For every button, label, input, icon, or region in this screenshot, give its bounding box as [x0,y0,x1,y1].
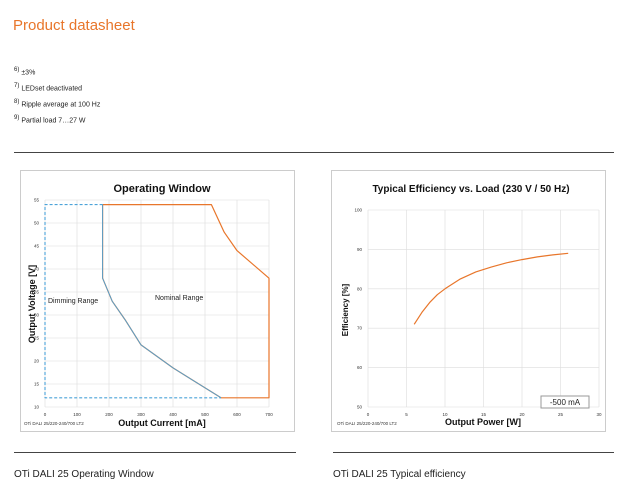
y-tick-label: 30 [34,313,40,318]
chart-ticks: 50 60 70 80 90 100 0 5 10 15 20 25 30 [354,208,602,418]
x-axis-label: Output Power [W] [445,417,521,427]
y-tick-label: 50 [357,405,363,410]
footnote-number: 7) [14,83,20,89]
chart-series [413,252,569,325]
y-tick-label: 70 [357,326,363,331]
efficiency-svg: Typical Efficiency vs. Load (230 V / 50 … [331,170,606,432]
x-tick-label: 500 [201,412,209,417]
caption-operating-window: OTi DALI 25 Operating Window [14,469,154,480]
y-tick-label: 80 [357,286,363,291]
caption-efficiency: OTi DALI 25 Typical efficiency [333,469,466,480]
page-title: Product datasheet [13,17,135,34]
operating-window-chart: Operating Window 10 15 20 25 30 35 40 45 50 55 0 10… [20,170,295,437]
y-tick-label: 15 [34,382,40,387]
footnote-text: ±3% [21,69,36,77]
x-tick-label: 0 [367,412,370,417]
x-tick-label: 15 [481,412,487,417]
efficiency-chart: Typical Efficiency vs. Load (230 V / 50 … [331,170,606,437]
chart-grid [367,209,600,408]
legend-label: -500 mA [550,398,581,407]
y-tick-label: 45 [34,244,40,249]
x-tick-label: 700 [265,412,273,417]
y-tick-label: 90 [357,247,363,252]
y-tick-label: 60 [357,365,363,370]
series-line [413,252,569,325]
chart-footer: OTi DALI 25/220-240/700 LT2 [24,421,84,426]
footnote: 9) Partial load 7…27 W [14,110,100,126]
footnote: 7) LEDset deactivated [14,78,100,94]
y-tick-label: 10 [34,405,40,410]
x-tick-label: 10 [442,412,448,417]
footnote-number: 8) [14,99,20,105]
footnote-number: 9) [14,115,20,121]
x-tick-label: 30 [596,412,602,417]
y-tick-label: 40 [34,267,40,272]
footnote-text: LEDset deactivated [21,85,83,93]
y-tick-label: 55 [34,198,40,203]
series-line [102,204,222,399]
y-tick-label: 50 [34,221,40,226]
footnotes: 6) ±3% 7) LEDset deactivated 8) Ripple aver… [14,62,100,126]
chart-series [44,203,270,399]
chart-footer: OTi DALI 25/220-240/700 LT2 [337,421,397,426]
chart-title: Typical Efficiency vs. Load (230 V / 50 … [372,184,569,195]
caption-divider [333,452,614,453]
footnote-number: 6) [14,67,20,73]
x-tick-label: 5 [405,412,408,417]
legend-box [540,395,590,409]
y-axis-label: Efficiency [%] [341,283,350,336]
x-tick-label: 20 [519,412,525,417]
x-tick-label: 0 [44,412,47,417]
caption-divider [14,452,296,453]
x-tick-label: 100 [73,412,81,417]
nominal-range-label: Nominal Range [155,295,203,302]
y-tick-label: 25 [34,336,40,341]
dimming-range-label: Dimming Range [48,298,98,305]
chart-frame [331,170,606,432]
footnote: 6) ±3% [14,62,100,78]
x-tick-label: 400 [169,412,177,417]
x-tick-label: 200 [105,412,113,417]
x-tick-label: 25 [558,412,564,417]
chart-title: Operating Window [113,183,211,195]
x-axis-label: Output Current [mA] [118,418,206,428]
y-tick-label: 35 [34,290,40,295]
footnote-text: Ripple average at 100 Hz [21,101,101,109]
x-tick-label: 300 [137,412,145,417]
chart-frame [20,170,295,432]
section-divider [14,152,614,153]
footnote-text: Partial load 7…27 W [21,117,86,125]
y-tick-label: 100 [354,208,362,213]
y-axis-label: Output Voltage [V] [27,265,37,343]
chart-ticks: 10 15 20 25 30 35 40 45 50 55 0 100 200 300 400 500 600 7… [34,198,273,418]
y-tick-label: 20 [34,359,40,364]
footnote: 8) Ripple average at 100 Hz [14,94,100,110]
x-tick-label: 600 [233,412,241,417]
